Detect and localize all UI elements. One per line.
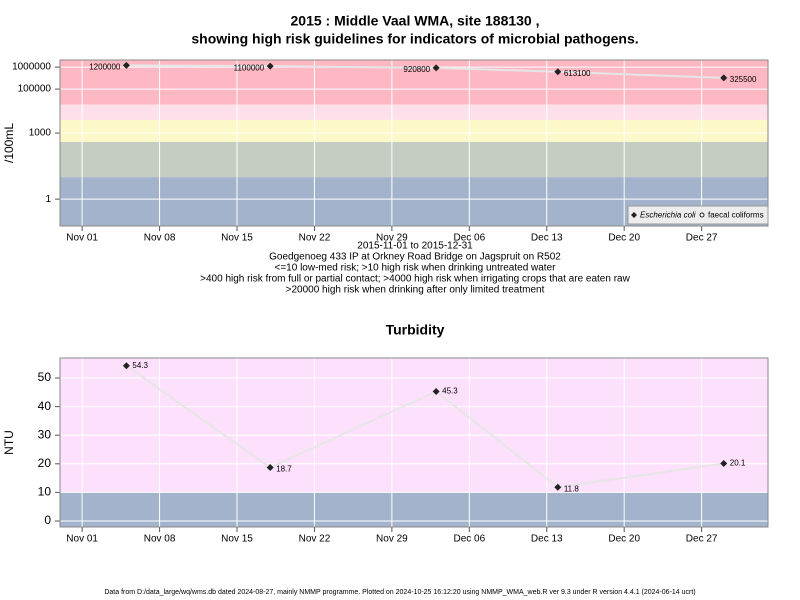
data-label: 325500 [730,75,757,84]
data-point [122,61,130,69]
annotation: >20000 high risk when drinking after onl… [286,285,545,296]
y-axis-label: NTU [2,430,16,455]
data-point [554,483,562,491]
legend-label: Escherichia coli [640,211,696,220]
data-label: 1100000 [234,63,265,72]
x-tick-label: Dec 06 [453,534,485,545]
plot-frame [59,357,769,528]
y-tick-label: 100000 [18,84,52,95]
legend-marker [699,212,705,218]
risk-band [60,492,768,527]
legend-box [627,205,769,225]
x-tick-label: Dec 20 [608,534,640,545]
risk-band [60,358,768,493]
y-tick-label: 30 [38,427,52,441]
x-tick-label: Nov 01 [66,534,98,545]
risk-band [60,119,768,142]
data-label: 613100 [564,69,591,78]
y-tick-label: 1 [45,194,51,205]
y-tick-label: 10 [38,485,52,499]
annotation: Goedgenoeg 433 IP at Orkney Road Bridge … [269,252,561,263]
data-point [720,460,728,468]
data-label: 920800 [403,65,430,74]
y-tick-label: 1000000 [12,62,51,73]
footer: Data from D:/data_large/wq/wms.db dated … [104,589,695,596]
data-label: 18.7 [276,465,292,474]
annotation: <=10 low-med risk; >10 high risk when dr… [275,263,557,274]
x-tick-label: Nov 01 [66,233,98,244]
x-tick-label: Nov 15 [221,233,253,244]
chart-title: 2015 : Middle Vaal WMA, site 188130 , [291,13,540,29]
data-label: 1200000 [89,62,121,71]
y-tick-label: 20 [38,456,52,470]
risk-band [60,104,768,120]
y-axis-label: /100mL [2,123,16,163]
data-point [266,464,274,472]
data-point [432,64,440,72]
plot-frame [59,59,769,227]
x-tick-label: Dec 13 [531,534,563,545]
x-tick-label: Nov 08 [144,534,176,545]
data-point [432,387,440,395]
risk-band [60,141,768,178]
legend-label: faecal coliforms [708,211,764,220]
chart-title: Turbidity [386,322,445,338]
data-point [122,362,130,370]
data-label: 20.1 [730,459,746,468]
annotation: >400 high risk from full or partial cont… [200,274,630,285]
x-tick-label: Dec 06 [453,233,485,244]
y-tick-label: 0 [44,513,51,527]
data-point [554,68,562,76]
data-label: 54.3 [132,361,148,370]
y-tick-label: 40 [38,399,52,413]
x-tick-label: Dec 27 [686,233,718,244]
x-tick-label: Nov 29 [376,233,408,244]
x-tick-label: Dec 27 [686,534,718,545]
data-label: 45.3 [442,387,458,396]
data-point [266,62,274,70]
chart-title: showing high risk guidelines for indicat… [191,31,638,47]
x-tick-label: Nov 29 [376,534,408,545]
data-point [720,74,728,82]
annotation: 2015-11-01 to 2015-12-31 [357,241,473,252]
x-tick-label: Nov 22 [299,534,331,545]
x-tick-label: Nov 08 [144,233,176,244]
x-tick-label: Nov 15 [221,534,253,545]
data-label: 11.8 [564,484,580,493]
x-tick-label: Nov 22 [299,233,331,244]
x-tick-label: Dec 20 [608,233,640,244]
x-tick-label: Dec 13 [531,233,563,244]
y-tick-label: 50 [38,370,52,384]
legend-marker [631,212,637,218]
y-tick-label: 1000 [29,128,52,139]
